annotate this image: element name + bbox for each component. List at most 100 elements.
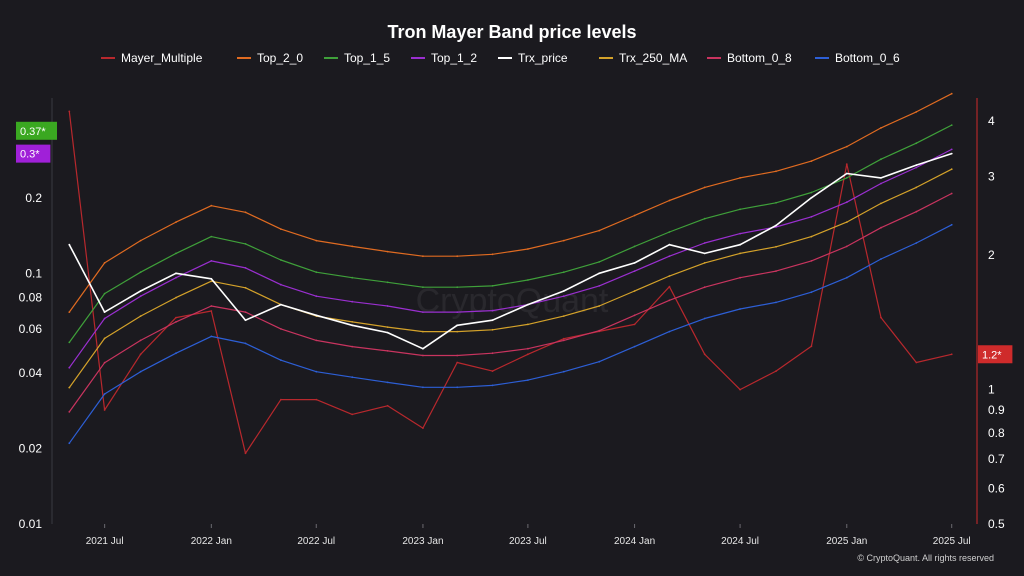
legend[interactable]: Mayer_Multiple Top_2_0 Top_1_5 Top_1_2 Trx_p… <box>101 51 900 65</box>
data-point <box>633 290 636 292</box>
data-point <box>175 252 177 255</box>
data-point <box>562 239 565 242</box>
data-point <box>810 215 813 218</box>
right-tick-label: 1 <box>988 383 995 397</box>
legend-item-mayer-multiple[interactable]: Mayer_Multiple <box>101 51 203 65</box>
data-point <box>280 328 282 330</box>
data-point <box>598 305 601 307</box>
data-point <box>175 316 177 319</box>
data-point <box>280 228 282 231</box>
data-point <box>703 242 706 244</box>
data-point <box>810 345 813 348</box>
data-point <box>950 192 953 195</box>
legend-item-top-2-0[interactable]: Top_2_0 <box>237 51 303 65</box>
data-point <box>880 258 882 260</box>
data-point <box>68 341 71 344</box>
data-point <box>845 163 848 166</box>
data-point <box>491 384 494 387</box>
data-point <box>491 370 494 372</box>
data-point <box>210 280 213 283</box>
data-point <box>103 311 106 313</box>
data-point <box>915 111 918 113</box>
data-point <box>775 245 777 248</box>
x-tick-label: 2025 Jul <box>933 536 971 547</box>
data-point <box>351 324 354 327</box>
data-point <box>739 243 741 246</box>
data-point <box>880 202 882 205</box>
data-point <box>315 370 318 373</box>
series-line-trx-price <box>68 152 952 350</box>
right-tick-label: 2 <box>988 248 995 262</box>
data-point <box>280 359 282 362</box>
data-point <box>422 255 424 258</box>
data-point <box>422 354 424 357</box>
data-point <box>703 353 706 356</box>
right-tick-label: 0.5 <box>988 517 1005 531</box>
legend-item-bottom-0-6[interactable]: Bottom_0_6 <box>815 51 900 65</box>
data-point <box>103 317 106 320</box>
data-point <box>210 277 213 280</box>
left-axis-ticks: 0.01 0.02 0.04 0.06 0.08 0.1 0.2 <box>19 191 43 531</box>
x-tick-label: 2021 Jul <box>86 536 124 547</box>
data-point <box>139 353 142 356</box>
data-point <box>315 271 318 274</box>
watermark: CryptoQuant <box>416 282 609 320</box>
data-point <box>244 452 247 455</box>
badge-background <box>16 121 57 140</box>
right-axis-ticks: 0.5 0.6 0.7 0.8 0.9 1 2 3 4 <box>988 114 1005 531</box>
legend-item-top-1-2[interactable]: Top_1_2 <box>411 51 477 65</box>
data-point <box>562 339 565 342</box>
data-point <box>633 323 636 326</box>
data-point <box>351 276 354 279</box>
data-point <box>668 255 671 258</box>
legend-label: Top_2_0 <box>257 51 303 65</box>
data-point <box>703 262 706 264</box>
series-line-top-1-5 <box>68 124 952 343</box>
data-point <box>175 296 177 299</box>
data-point <box>562 271 565 274</box>
x-tick-label: 2024 Jan <box>614 536 655 547</box>
data-point <box>456 311 459 313</box>
data-point <box>422 330 424 333</box>
badge-label: 0.37* <box>20 126 46 138</box>
data-point <box>351 245 354 248</box>
data-point <box>527 248 529 250</box>
left-tick-label: 0.2 <box>25 191 42 205</box>
data-point <box>880 127 882 129</box>
data-point <box>139 315 142 317</box>
data-point <box>315 295 318 298</box>
data-point <box>915 361 918 364</box>
data-point <box>351 413 354 416</box>
data-point <box>139 271 142 274</box>
legend-item-trx-price[interactable]: Trx_price <box>498 51 568 65</box>
data-point <box>562 295 565 298</box>
data-point <box>139 239 142 242</box>
data-point <box>244 311 247 313</box>
data-point <box>810 196 813 199</box>
data-point <box>845 201 848 204</box>
data-point <box>175 221 177 224</box>
series-line-trx-250-ma <box>68 168 952 388</box>
data-point <box>562 290 565 292</box>
legend-item-trx-250-ma[interactable]: Trx_250_MA <box>599 51 687 65</box>
data-point <box>68 243 71 246</box>
data-point <box>103 409 106 411</box>
value-badge: 0.3* <box>16 144 51 163</box>
data-point <box>775 370 777 372</box>
value-badge: 1.2* <box>978 345 1013 364</box>
data-point <box>739 177 741 179</box>
data-point <box>668 299 671 302</box>
data-point <box>210 204 213 207</box>
data-point <box>739 232 741 235</box>
data-point <box>491 328 494 331</box>
data-point <box>210 260 213 262</box>
legend-item-top-1-5[interactable]: Top_1_5 <box>324 51 390 65</box>
data-point <box>775 301 777 304</box>
data-point <box>598 261 601 263</box>
data-point <box>915 186 918 189</box>
data-point <box>491 253 494 256</box>
data-point <box>139 339 142 342</box>
data-point <box>633 270 636 272</box>
legend-item-bottom-0-8[interactable]: Bottom_0_8 <box>707 51 792 65</box>
